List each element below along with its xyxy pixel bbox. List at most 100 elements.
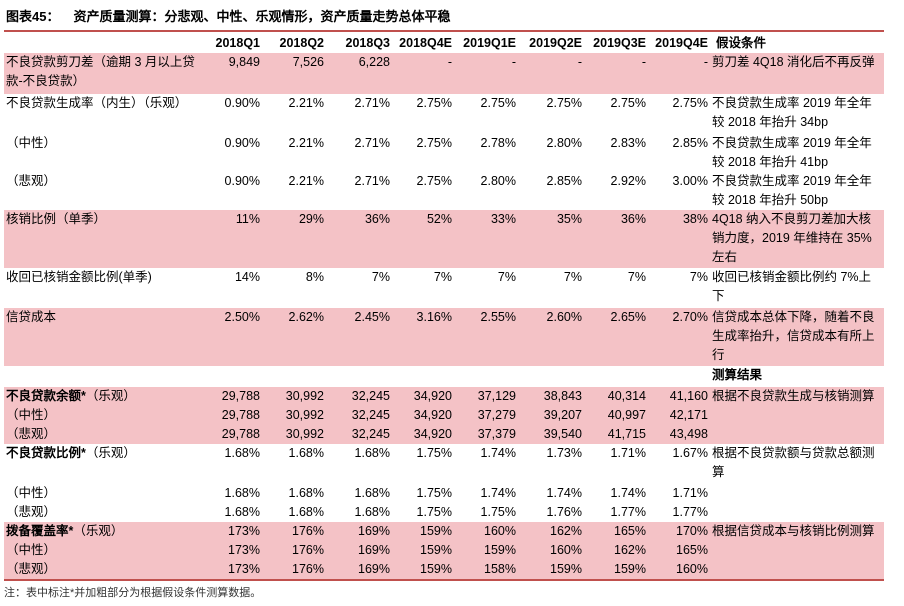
cell: 30,992 [262, 387, 326, 406]
cell: 169% [326, 522, 392, 541]
cell: 173% [202, 522, 262, 541]
cell: 30,992 [262, 406, 326, 425]
cell: 29,788 [202, 425, 262, 444]
cell: 29% [262, 210, 326, 268]
cell: 2.75% [416, 96, 452, 110]
row-label-scenario: （乐观） [73, 524, 124, 538]
row-label: （中性） [4, 406, 202, 425]
cell: - [454, 53, 518, 94]
cell: 2.50% [202, 308, 262, 366]
table-row: （中性） 173% 176% 169% 159% 159% 160% 162% … [4, 541, 884, 560]
assumption-header: 假设条件 [716, 36, 767, 50]
cell: 176% [262, 522, 326, 541]
cell: 32,245 [326, 406, 392, 425]
cell: 169% [326, 560, 392, 581]
column-header: 2018Q1 [215, 36, 260, 50]
cell: 162% [518, 522, 584, 541]
table-row: 核销比例（单季） 11% 29% 36% 52% 33% 35% 36% 38%… [4, 210, 884, 268]
cell: 2.65% [584, 308, 648, 366]
cell: 30,992 [262, 425, 326, 444]
cell: 2.71% [354, 96, 390, 110]
cell: 38,843 [518, 387, 584, 406]
cell: 1.75% [416, 486, 452, 500]
cell: 6,228 [326, 53, 392, 94]
method-note: 根据不良贷款额与贷款总额测算 [712, 446, 875, 479]
cell: 160% [518, 541, 584, 560]
cell: 159% [584, 560, 648, 581]
cell: 1.73% [546, 446, 582, 460]
cell: 7% [371, 270, 390, 284]
cell: 32,245 [326, 425, 392, 444]
cell: 158% [454, 560, 518, 581]
cell: 39,207 [518, 406, 584, 425]
cell: 39,540 [518, 425, 584, 444]
cell: 1.68% [354, 486, 390, 500]
cell: 37,279 [454, 406, 518, 425]
cell: 7% [689, 270, 708, 284]
column-header: 2019Q2E [529, 36, 582, 50]
table-row: 不良贷款比例*（乐观） 1.68% 1.68% 1.68% 1.75% 1.74… [4, 444, 884, 484]
cell: 1.68% [354, 446, 390, 460]
column-header: 2018Q3 [345, 36, 390, 50]
table-row: （悲观） 1.68% 1.68% 1.68% 1.75% 1.75% 1.76%… [4, 503, 884, 522]
method-note: 根据信贷成本与核销比例测算 [710, 522, 884, 541]
column-header: 2019Q3E [593, 36, 646, 50]
cell: 3.16% [392, 308, 454, 366]
cell: 9,849 [202, 53, 262, 94]
table-row: （中性） 1.68% 1.68% 1.68% 1.75% 1.74% 1.74%… [4, 484, 884, 503]
table-row: （中性） 29,788 30,992 32,245 34,920 37,279 … [4, 406, 884, 425]
cell: 1.67% [672, 446, 708, 460]
cell: 169% [326, 541, 392, 560]
table-row: 收回已核销金额比例(单季) 14% 8% 7% 7% 7% 7% 7% 7% 收… [4, 268, 884, 308]
cell: 2.62% [262, 308, 326, 366]
table-row: （悲观） 0.90% 2.21% 2.71% 2.75% 2.80% 2.85%… [4, 172, 884, 210]
cell: 1.75% [416, 446, 452, 460]
cell: 173% [202, 560, 262, 581]
cell: 2.85% [546, 174, 582, 188]
cell: 37,379 [454, 425, 518, 444]
cell: 165% [584, 522, 648, 541]
row-label: 收回已核销金额比例(单季) [6, 270, 152, 284]
cell: 2.78% [480, 136, 516, 150]
cell: 159% [392, 560, 454, 581]
method-note: 根据不良贷款生成与核销测算 [710, 387, 884, 406]
row-label-bold: 不良贷款比例* [6, 446, 86, 460]
result-header-row: 测算结果 [4, 366, 884, 387]
cell: 2.92% [610, 174, 646, 188]
row-label: 不良贷款剪刀差（逾期 3 月以上贷款-不良贷款） [4, 53, 202, 94]
cell: 1.68% [288, 505, 324, 519]
cell: 29,788 [202, 387, 262, 406]
cell: 2.75% [546, 96, 582, 110]
row-label-scenario: （乐观） [85, 446, 136, 460]
table-row: （悲观） 173% 176% 169% 159% 158% 159% 159% … [4, 560, 884, 581]
table-row: 拨备覆盖率*（乐观） 173% 176% 169% 159% 160% 162%… [4, 522, 884, 541]
row-label-bold: 不良贷款余额* [6, 389, 86, 403]
cell: 2.83% [610, 136, 646, 150]
row-label: 不良贷款比例*（乐观） [4, 444, 202, 484]
cell: 41,715 [584, 425, 648, 444]
table-row: 不良贷款剪刀差（逾期 3 月以上贷款-不良贷款） 9,849 7,526 6,2… [4, 53, 884, 94]
cell: 1.74% [480, 486, 516, 500]
cell: 1.77% [610, 505, 646, 519]
cell: - [392, 53, 454, 94]
cell: 41,160 [648, 387, 710, 406]
result-header: 测算结果 [712, 368, 763, 382]
row-label: （中性） [6, 136, 57, 150]
cell: 2.80% [480, 174, 516, 188]
cell: 37,129 [454, 387, 518, 406]
cell: 38% [648, 210, 710, 268]
assumption-note: 剪刀差 4Q18 消化后不再反弹 [710, 53, 884, 94]
cell: 2.75% [480, 96, 516, 110]
cell: 159% [392, 541, 454, 560]
row-label: 核销比例（单季） [4, 210, 202, 268]
cell: 14% [234, 270, 260, 284]
cell: 7% [497, 270, 516, 284]
cell: - [584, 53, 648, 94]
cell: 173% [202, 541, 262, 560]
table-row: （中性） 0.90% 2.21% 2.71% 2.75% 2.78% 2.80%… [4, 134, 884, 172]
table-row: （悲观） 29,788 30,992 32,245 34,920 37,379 … [4, 425, 884, 444]
cell: 2.21% [288, 174, 324, 188]
cell: 162% [584, 541, 648, 560]
row-label: （悲观） [6, 174, 57, 188]
row-label-scenario: （乐观） [85, 389, 136, 403]
